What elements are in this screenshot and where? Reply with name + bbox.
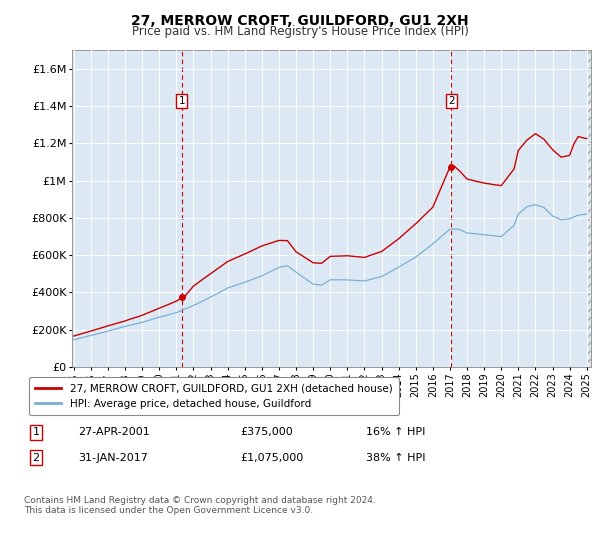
Text: £375,000: £375,000: [240, 427, 293, 437]
Text: 31-JAN-2017: 31-JAN-2017: [78, 452, 148, 463]
Text: 16% ↑ HPI: 16% ↑ HPI: [366, 427, 425, 437]
Text: Price paid vs. HM Land Registry's House Price Index (HPI): Price paid vs. HM Land Registry's House …: [131, 25, 469, 38]
Legend: 27, MERROW CROFT, GUILDFORD, GU1 2XH (detached house), HPI: Average price, detac: 27, MERROW CROFT, GUILDFORD, GU1 2XH (de…: [29, 377, 399, 415]
Text: 1: 1: [32, 427, 40, 437]
Text: £1,075,000: £1,075,000: [240, 452, 303, 463]
Text: Contains HM Land Registry data © Crown copyright and database right 2024.
This d: Contains HM Land Registry data © Crown c…: [24, 496, 376, 515]
Text: 38% ↑ HPI: 38% ↑ HPI: [366, 452, 425, 463]
Text: 27-APR-2001: 27-APR-2001: [78, 427, 150, 437]
Text: 1: 1: [178, 96, 185, 106]
Text: 27, MERROW CROFT, GUILDFORD, GU1 2XH: 27, MERROW CROFT, GUILDFORD, GU1 2XH: [131, 14, 469, 28]
Text: 2: 2: [448, 96, 455, 106]
Text: 2: 2: [32, 452, 40, 463]
